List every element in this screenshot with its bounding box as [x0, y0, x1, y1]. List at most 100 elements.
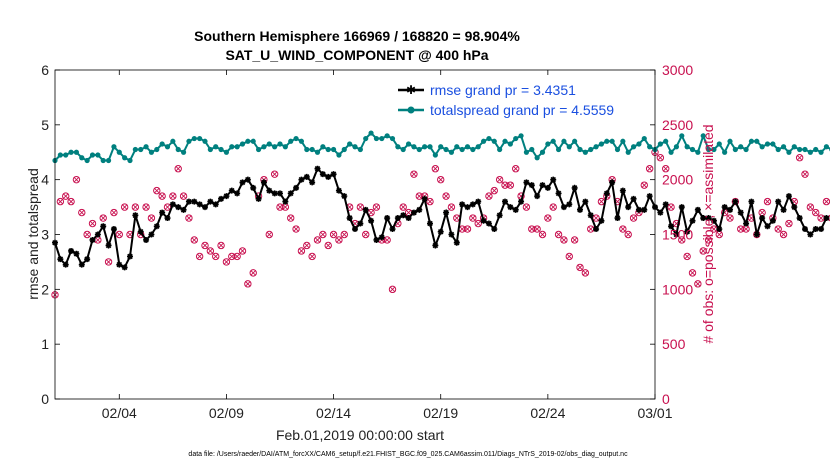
obs-assimilated-point	[486, 193, 492, 200]
rmse-point	[378, 234, 385, 241]
rmse-point	[625, 204, 632, 211]
rmse-point	[684, 228, 691, 235]
obs-assimilated-point	[121, 204, 128, 211]
rmse-point	[234, 190, 241, 197]
obs-possible-point	[67, 197, 75, 206]
obs-possible-point	[399, 203, 407, 211]
obs-assimilated-point	[475, 220, 482, 227]
obs-possible-point	[426, 197, 434, 206]
totalspread-point	[759, 144, 765, 150]
totalspread-point	[743, 146, 749, 153]
rmse-point	[159, 209, 166, 216]
rmse-point	[710, 217, 717, 224]
obs-possible-point	[276, 203, 284, 211]
obs-possible-point	[206, 247, 215, 255]
obs-possible-point	[228, 252, 236, 261]
obs-possible-point	[656, 154, 665, 162]
totalspread-point	[389, 135, 396, 142]
totalspread-point	[202, 138, 208, 144]
totalspread-point	[647, 144, 653, 150]
rmse-point	[523, 179, 530, 186]
totalspread-point	[277, 141, 283, 147]
totalspread-point	[705, 146, 712, 153]
totalspread-point	[304, 146, 310, 153]
totalspread-point	[491, 138, 497, 144]
obs-assimilated-point	[464, 226, 471, 232]
totalspread-point	[282, 144, 288, 150]
totalspread-point	[100, 157, 106, 164]
obs-possible-point	[570, 236, 579, 244]
obs-assimilated-point	[368, 209, 374, 216]
legend-totalspread-label: totalspread grand pr = 4.5559	[430, 102, 614, 118]
totalspread-point	[363, 135, 369, 142]
obs-assimilated-point	[336, 237, 342, 243]
rmse-point	[502, 198, 508, 205]
obs-assimilated-point	[662, 165, 669, 172]
totalspread-point	[352, 144, 358, 150]
totalspread-point	[534, 155, 540, 161]
totalspread-point	[191, 135, 197, 142]
totalspread-point	[566, 144, 572, 150]
obs-assimilated-point	[571, 237, 578, 243]
rmse-point	[421, 195, 428, 202]
totalspread-point	[132, 146, 138, 153]
totalspread-point	[732, 146, 738, 153]
rmse-point	[485, 220, 492, 227]
obs-assimilated-point	[405, 209, 412, 216]
obs-assimilated-point	[89, 220, 96, 227]
totalspread-point	[786, 149, 792, 155]
rmse-point	[405, 215, 412, 222]
obs-possible-point	[115, 230, 123, 239]
rmse-point	[700, 215, 707, 222]
obs-assimilated-point	[266, 231, 273, 238]
rmse-point	[550, 176, 557, 183]
totalspread-point	[432, 152, 438, 158]
legend-rmse-marker: ✱	[406, 83, 416, 97]
y-right-tick-label: 0	[662, 391, 670, 407]
totalspread-point	[239, 141, 246, 147]
rmse-point	[807, 231, 814, 238]
obs-possible-point	[501, 181, 509, 189]
totalspread-point	[770, 141, 776, 147]
obs-possible-point	[688, 269, 697, 277]
totalspread-point	[309, 146, 315, 153]
rmse-point	[277, 190, 283, 197]
obs-assimilated-point	[341, 231, 348, 238]
obs-possible-point	[785, 219, 793, 228]
obs-assimilated-point	[186, 215, 192, 221]
obs-assimilated-point	[271, 171, 278, 178]
rmse-point	[443, 209, 450, 216]
obs-possible-point	[324, 241, 332, 250]
totalspread-point	[582, 149, 588, 155]
obs-assimilated-point	[169, 193, 176, 200]
rmse-point	[196, 201, 203, 208]
obs-possible-point	[270, 170, 279, 178]
y-right-tick-label: 1000	[662, 281, 693, 297]
y-right-tick-label: 2500	[662, 117, 693, 133]
obs-possible-point	[699, 247, 707, 255]
obs-assimilated-point	[587, 226, 594, 232]
rmse-point	[384, 215, 391, 222]
rmse-point	[469, 201, 476, 208]
obs-possible-point	[153, 186, 161, 195]
x-axis-label: Feb.01,2019 00:00:00 start	[276, 427, 444, 443]
totalspread-point	[73, 149, 80, 155]
obs-possible-point	[142, 203, 150, 211]
rmse-point	[448, 231, 455, 238]
totalspread-point	[148, 149, 155, 155]
rmse-point	[662, 201, 669, 208]
obs-assimilated-point	[539, 231, 546, 238]
obs-assimilated-point	[277, 204, 283, 211]
totalspread-point	[213, 144, 219, 150]
x-tick-label: 02/24	[530, 405, 565, 421]
totalspread-point	[550, 138, 556, 144]
obs-possible-point	[169, 192, 177, 200]
series-totalspread	[52, 130, 830, 164]
obs-assimilated-point	[727, 215, 733, 221]
obs-possible-point	[463, 225, 472, 233]
obs-possible-point	[726, 214, 734, 222]
obs-assimilated-point	[100, 215, 107, 221]
obs-assimilated-point	[764, 198, 771, 205]
rmse-point	[250, 184, 257, 191]
obs-possible-point	[528, 225, 536, 233]
